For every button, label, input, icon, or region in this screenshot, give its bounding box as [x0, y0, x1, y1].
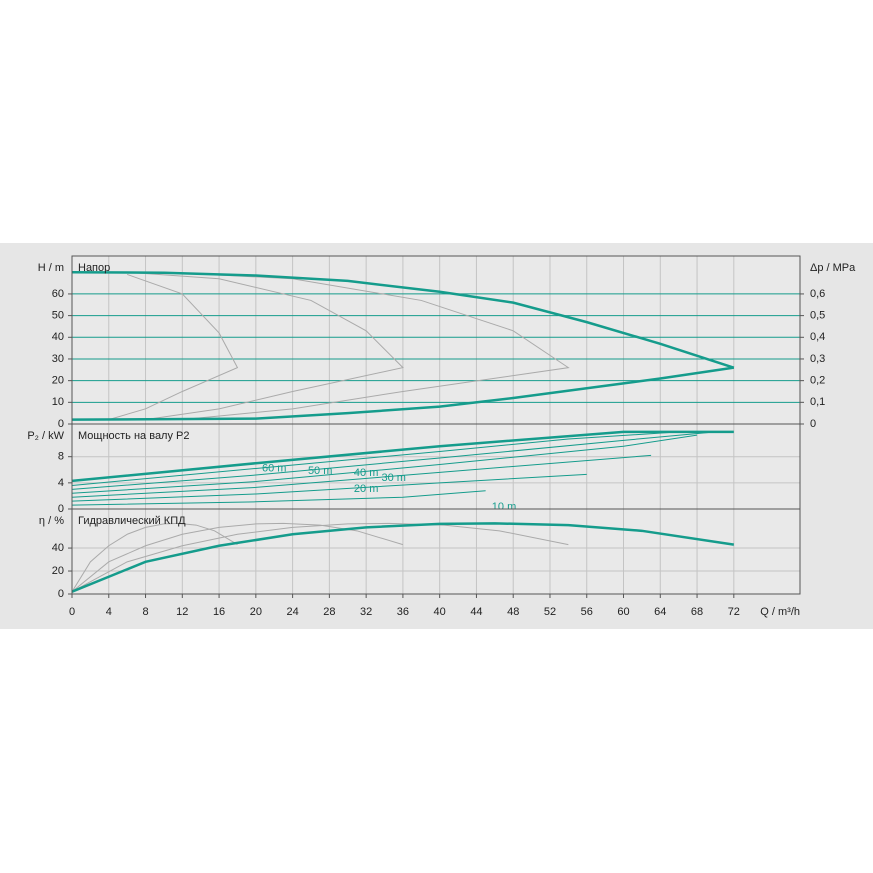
x-tick-label: 68: [691, 606, 703, 618]
x-tick-label: 40: [434, 606, 446, 618]
panel-title: Гидравлический КПД: [78, 515, 186, 527]
curve: [108, 273, 239, 421]
curve-label: 60 m: [262, 463, 286, 475]
curve: [163, 271, 570, 421]
y2-axis-label: Δp / MPa: [810, 262, 856, 274]
y-tick-label: 8: [58, 451, 64, 463]
x-tick-label: 0: [69, 606, 75, 618]
curve: [71, 434, 698, 494]
curve: [71, 271, 735, 369]
curve: [71, 522, 569, 593]
curve-label: 40 m: [354, 467, 378, 479]
x-tick-label: 12: [176, 606, 188, 618]
x-tick-label: 48: [507, 606, 519, 618]
x-tick-label: 16: [213, 606, 225, 618]
y-tick-label: 10: [52, 396, 64, 408]
curve: [71, 454, 652, 498]
y-axis-label: H / m: [38, 262, 64, 274]
x-tick-label: 64: [654, 606, 666, 618]
x-tick-label: 4: [106, 606, 112, 618]
curve-label: 20 m: [354, 483, 378, 495]
y-axis-label: P₂ / kW: [27, 430, 64, 442]
curve: [71, 490, 486, 506]
y-tick-label: 0: [58, 418, 64, 430]
curve: [71, 522, 238, 592]
x-tick-label: 36: [397, 606, 409, 618]
curve: [71, 431, 679, 486]
y2-tick-label: 0: [810, 418, 816, 430]
y-axis-label: η / %: [39, 515, 64, 527]
y-tick-label: 4: [58, 477, 64, 489]
panel-title: Мощность на валу P2: [78, 430, 190, 442]
y-tick-label: 0: [58, 588, 64, 600]
x-tick-label: 60: [617, 606, 629, 618]
curve-label: 30 m: [381, 472, 405, 484]
x-tick-label: 32: [360, 606, 372, 618]
panel-title: Напор: [78, 262, 110, 274]
y-tick-label: 0: [58, 503, 64, 515]
x-tick-label: 20: [250, 606, 262, 618]
plot-area: [72, 256, 800, 424]
curve: [71, 431, 716, 490]
y-tick-label: 20: [52, 565, 64, 577]
y2-tick-label: 0,5: [810, 310, 825, 322]
x-tick-label: 52: [544, 606, 556, 618]
y-tick-label: 30: [52, 353, 64, 365]
x-tick-label: 72: [728, 606, 740, 618]
y-tick-label: 40: [52, 331, 64, 343]
curve: [71, 522, 735, 593]
curve: [71, 473, 587, 502]
x-tick-label: 24: [286, 606, 298, 618]
curve: [71, 522, 404, 593]
curve-label: 50 m: [308, 465, 332, 477]
curve-label: 10 m: [492, 501, 516, 513]
y-tick-label: 50: [52, 310, 64, 322]
curve: [71, 430, 734, 483]
y2-tick-label: 0,1: [810, 396, 825, 408]
x-tick-label: 44: [470, 606, 482, 618]
x-axis-label: Q / m³/h: [760, 606, 800, 618]
curve: [127, 271, 404, 421]
y-tick-label: 40: [52, 542, 64, 554]
x-tick-label: 56: [581, 606, 593, 618]
y-tick-label: 20: [52, 375, 64, 387]
curve: [71, 366, 735, 421]
x-tick-label: 8: [142, 606, 148, 618]
y2-tick-label: 0,2: [810, 375, 825, 387]
plot-frame: [71, 508, 801, 595]
x-tick-label: 28: [323, 606, 335, 618]
y2-tick-label: 0,6: [810, 288, 825, 300]
y2-tick-label: 0,3: [810, 353, 825, 365]
y-tick-label: 60: [52, 288, 64, 300]
y2-tick-label: 0,4: [810, 331, 825, 343]
